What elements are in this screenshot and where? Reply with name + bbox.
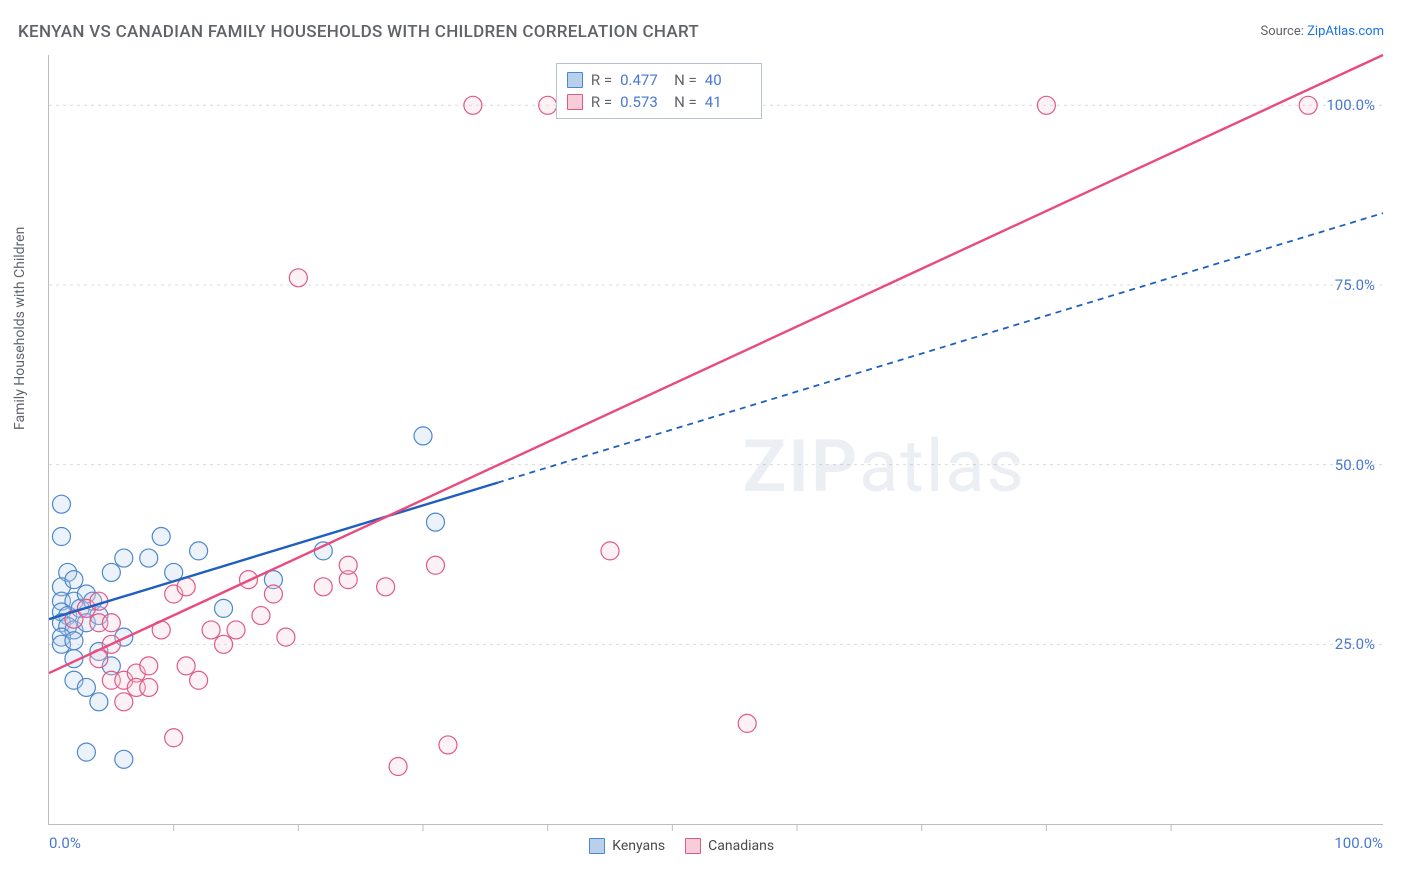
legend-label: Canadians [708, 838, 774, 854]
chart-title: KENYAN VS CANADIAN FAMILY HOUSEHOLDS WIT… [18, 22, 699, 42]
x-axis-max-label: 100.0% [1334, 834, 1383, 852]
source-attribution: Source: ZipAtlas.com [1260, 24, 1384, 39]
trend-layer [49, 55, 1383, 824]
r-label: R = [591, 69, 612, 91]
correlation-stats-box: R = 0.477 N = 40 R = 0.573 N = 41 [556, 63, 762, 119]
legend-item[interactable]: Canadians [685, 838, 774, 854]
y-tick-label: 75.0% [1335, 276, 1375, 294]
y-tick-label: 100.0% [1326, 96, 1375, 114]
n-value: 41 [705, 91, 751, 113]
y-tick-label: 25.0% [1335, 635, 1375, 653]
legend-swatch [589, 838, 605, 854]
trend-line [49, 55, 1383, 673]
series-swatch [567, 94, 583, 110]
n-value: 40 [705, 69, 751, 91]
n-label: N = [674, 91, 697, 113]
legend-item[interactable]: Kenyans [589, 838, 665, 854]
legend-label: Kenyans [612, 838, 665, 854]
n-label: N = [674, 69, 697, 91]
stats-row: R = 0.573 N = 41 [567, 91, 751, 113]
r-value: 0.573 [620, 91, 666, 113]
y-axis-label: Family Households with Children [12, 227, 28, 430]
source-prefix: Source: [1260, 24, 1307, 39]
series-legend: Kenyans Canadians [589, 838, 774, 854]
x-axis-min-label: 0.0% [49, 834, 81, 852]
chart-plot-area: ZIPatlas R =0.477N =40R =0.573N =41 Keny… [48, 55, 1383, 825]
r-label: R = [591, 91, 612, 113]
r-value: 0.477 [620, 69, 666, 91]
source-link[interactable]: ZipAtlas.com [1307, 24, 1384, 39]
legend-swatch [685, 838, 701, 854]
stats-row: R = 0.477 N = 40 [567, 69, 751, 91]
trend-line-extension [498, 213, 1383, 483]
series-swatch [567, 72, 583, 88]
trend-line [49, 483, 498, 620]
y-tick-label: 50.0% [1335, 456, 1375, 474]
